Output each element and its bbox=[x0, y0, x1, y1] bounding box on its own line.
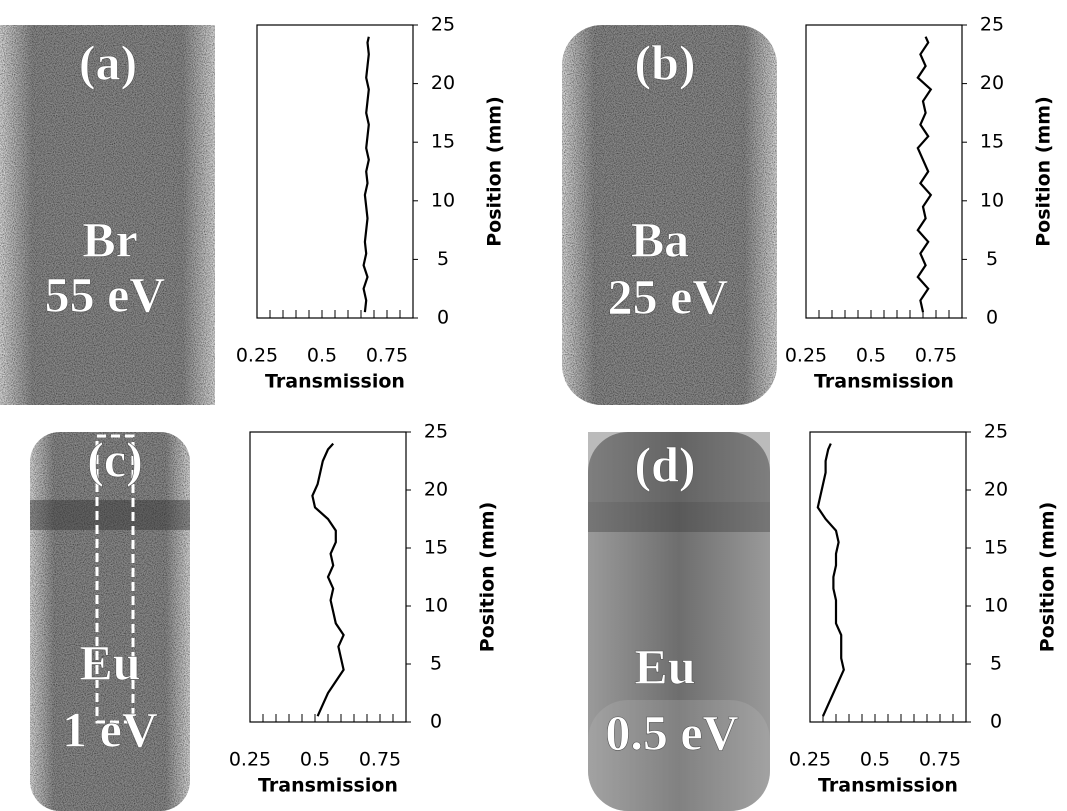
plot-frame bbox=[256, 24, 414, 319]
y-axis-title: Position (mm) bbox=[484, 96, 506, 247]
annotation: 55 eV bbox=[45, 266, 166, 322]
y-axis-title: Position (mm) bbox=[1037, 502, 1059, 653]
x-tick-label: 0.25 bbox=[789, 749, 831, 771]
x-tick-label: 0.25 bbox=[229, 749, 271, 771]
x-tick-label: 0.25 bbox=[236, 345, 278, 367]
y-tick-label: 25 bbox=[431, 14, 455, 36]
y-tick-label: 0 bbox=[986, 307, 998, 329]
data-line bbox=[311, 442, 345, 717]
annotation: Br bbox=[82, 211, 138, 267]
x-tick-label: 0.5 bbox=[856, 345, 886, 367]
annotation: Eu bbox=[634, 638, 695, 694]
annotation: (a) bbox=[79, 34, 137, 90]
y-tick-label: 0 bbox=[430, 711, 442, 733]
y-tick-label: 15 bbox=[984, 537, 1008, 559]
y-tick-label: 5 bbox=[430, 653, 442, 675]
y-tick-label: 10 bbox=[431, 189, 455, 211]
annotation: Eu bbox=[79, 634, 140, 690]
annotation: (c) bbox=[87, 431, 143, 487]
x-tick-label: 0.5 bbox=[300, 749, 330, 771]
y-tick-label: 10 bbox=[424, 595, 448, 617]
y-tick-label: 10 bbox=[980, 189, 1004, 211]
x-tick-label: 0.75 bbox=[915, 345, 957, 367]
y-tick-label: 15 bbox=[424, 537, 448, 559]
x-axis-title: Transmission bbox=[818, 775, 958, 797]
image-a bbox=[0, 25, 215, 405]
y-tick-label: 25 bbox=[980, 14, 1004, 36]
y-axis-title: Position (mm) bbox=[477, 502, 499, 653]
x-tick-label: 0.75 bbox=[359, 749, 401, 771]
y-axis-title: Position (mm) bbox=[1033, 96, 1055, 247]
data-line bbox=[916, 36, 933, 313]
data-line bbox=[816, 443, 845, 717]
annotation: 0.5 eV bbox=[605, 704, 738, 760]
x-axis-title: Transmission bbox=[814, 371, 954, 393]
y-tick-label: 20 bbox=[984, 479, 1008, 501]
x-tick-label: 0.75 bbox=[919, 749, 961, 771]
y-tick-label: 0 bbox=[990, 711, 1002, 733]
x-tick-label: 0.5 bbox=[307, 345, 337, 367]
annotation: (d) bbox=[634, 436, 695, 492]
annotation: Ba bbox=[631, 211, 689, 267]
y-tick-label: 5 bbox=[437, 248, 449, 270]
y-tick-label: 20 bbox=[431, 72, 455, 94]
annotation: 1 eV bbox=[62, 701, 158, 757]
y-tick-label: 25 bbox=[424, 421, 448, 443]
y-tick-label: 5 bbox=[990, 653, 1002, 675]
image-d bbox=[588, 432, 770, 811]
x-tick-label: 0.5 bbox=[860, 749, 890, 771]
y-tick-label: 0 bbox=[437, 307, 449, 329]
x-axis-title: Transmission bbox=[258, 775, 398, 797]
y-tick-label: 10 bbox=[984, 595, 1008, 617]
y-tick-label: 15 bbox=[431, 131, 455, 153]
image-b bbox=[562, 25, 777, 405]
annotation: 25 eV bbox=[608, 268, 729, 324]
x-tick-label: 0.25 bbox=[785, 345, 827, 367]
y-tick-label: 25 bbox=[984, 421, 1008, 443]
image-c bbox=[30, 432, 190, 811]
y-tick-label: 20 bbox=[980, 72, 1004, 94]
x-axis-title: Transmission bbox=[265, 371, 405, 393]
y-tick-label: 15 bbox=[980, 131, 1004, 153]
y-tick-label: 20 bbox=[424, 479, 448, 501]
annotation: (b) bbox=[634, 34, 695, 90]
plot-frame bbox=[805, 24, 963, 319]
data-line bbox=[362, 36, 370, 313]
y-tick-label: 5 bbox=[986, 248, 998, 270]
x-tick-label: 0.75 bbox=[366, 345, 408, 367]
